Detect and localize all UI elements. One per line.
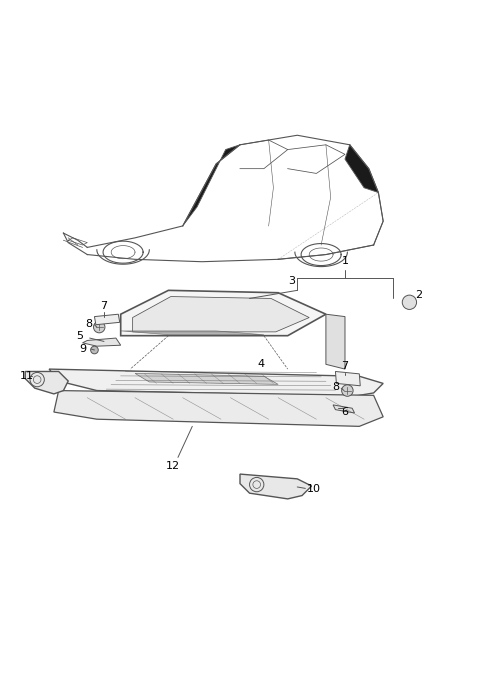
Polygon shape	[95, 314, 120, 325]
Polygon shape	[336, 372, 360, 386]
Polygon shape	[183, 145, 240, 226]
Text: 7: 7	[341, 361, 348, 372]
Text: 2: 2	[415, 290, 422, 300]
Text: 10: 10	[307, 484, 321, 494]
Circle shape	[402, 295, 417, 309]
Text: 12: 12	[166, 461, 180, 470]
Polygon shape	[25, 372, 68, 394]
Polygon shape	[83, 338, 120, 346]
Circle shape	[91, 346, 98, 354]
Polygon shape	[120, 331, 264, 335]
Text: 8: 8	[332, 382, 339, 392]
Polygon shape	[54, 391, 383, 426]
Polygon shape	[132, 297, 309, 332]
Polygon shape	[240, 474, 312, 499]
Text: 7: 7	[100, 301, 108, 311]
Circle shape	[342, 385, 353, 396]
Polygon shape	[135, 373, 278, 384]
Text: 3: 3	[288, 276, 295, 286]
Polygon shape	[120, 290, 326, 336]
Polygon shape	[345, 145, 378, 193]
Text: 5: 5	[77, 330, 84, 341]
Text: 9: 9	[79, 344, 86, 354]
Circle shape	[94, 321, 105, 332]
Polygon shape	[49, 369, 383, 398]
Text: 11: 11	[20, 371, 34, 382]
Text: 6: 6	[341, 407, 348, 417]
Text: 4: 4	[258, 359, 265, 370]
Text: 8: 8	[85, 318, 92, 329]
Polygon shape	[333, 405, 355, 413]
Polygon shape	[326, 314, 345, 369]
Text: 1: 1	[341, 256, 348, 267]
